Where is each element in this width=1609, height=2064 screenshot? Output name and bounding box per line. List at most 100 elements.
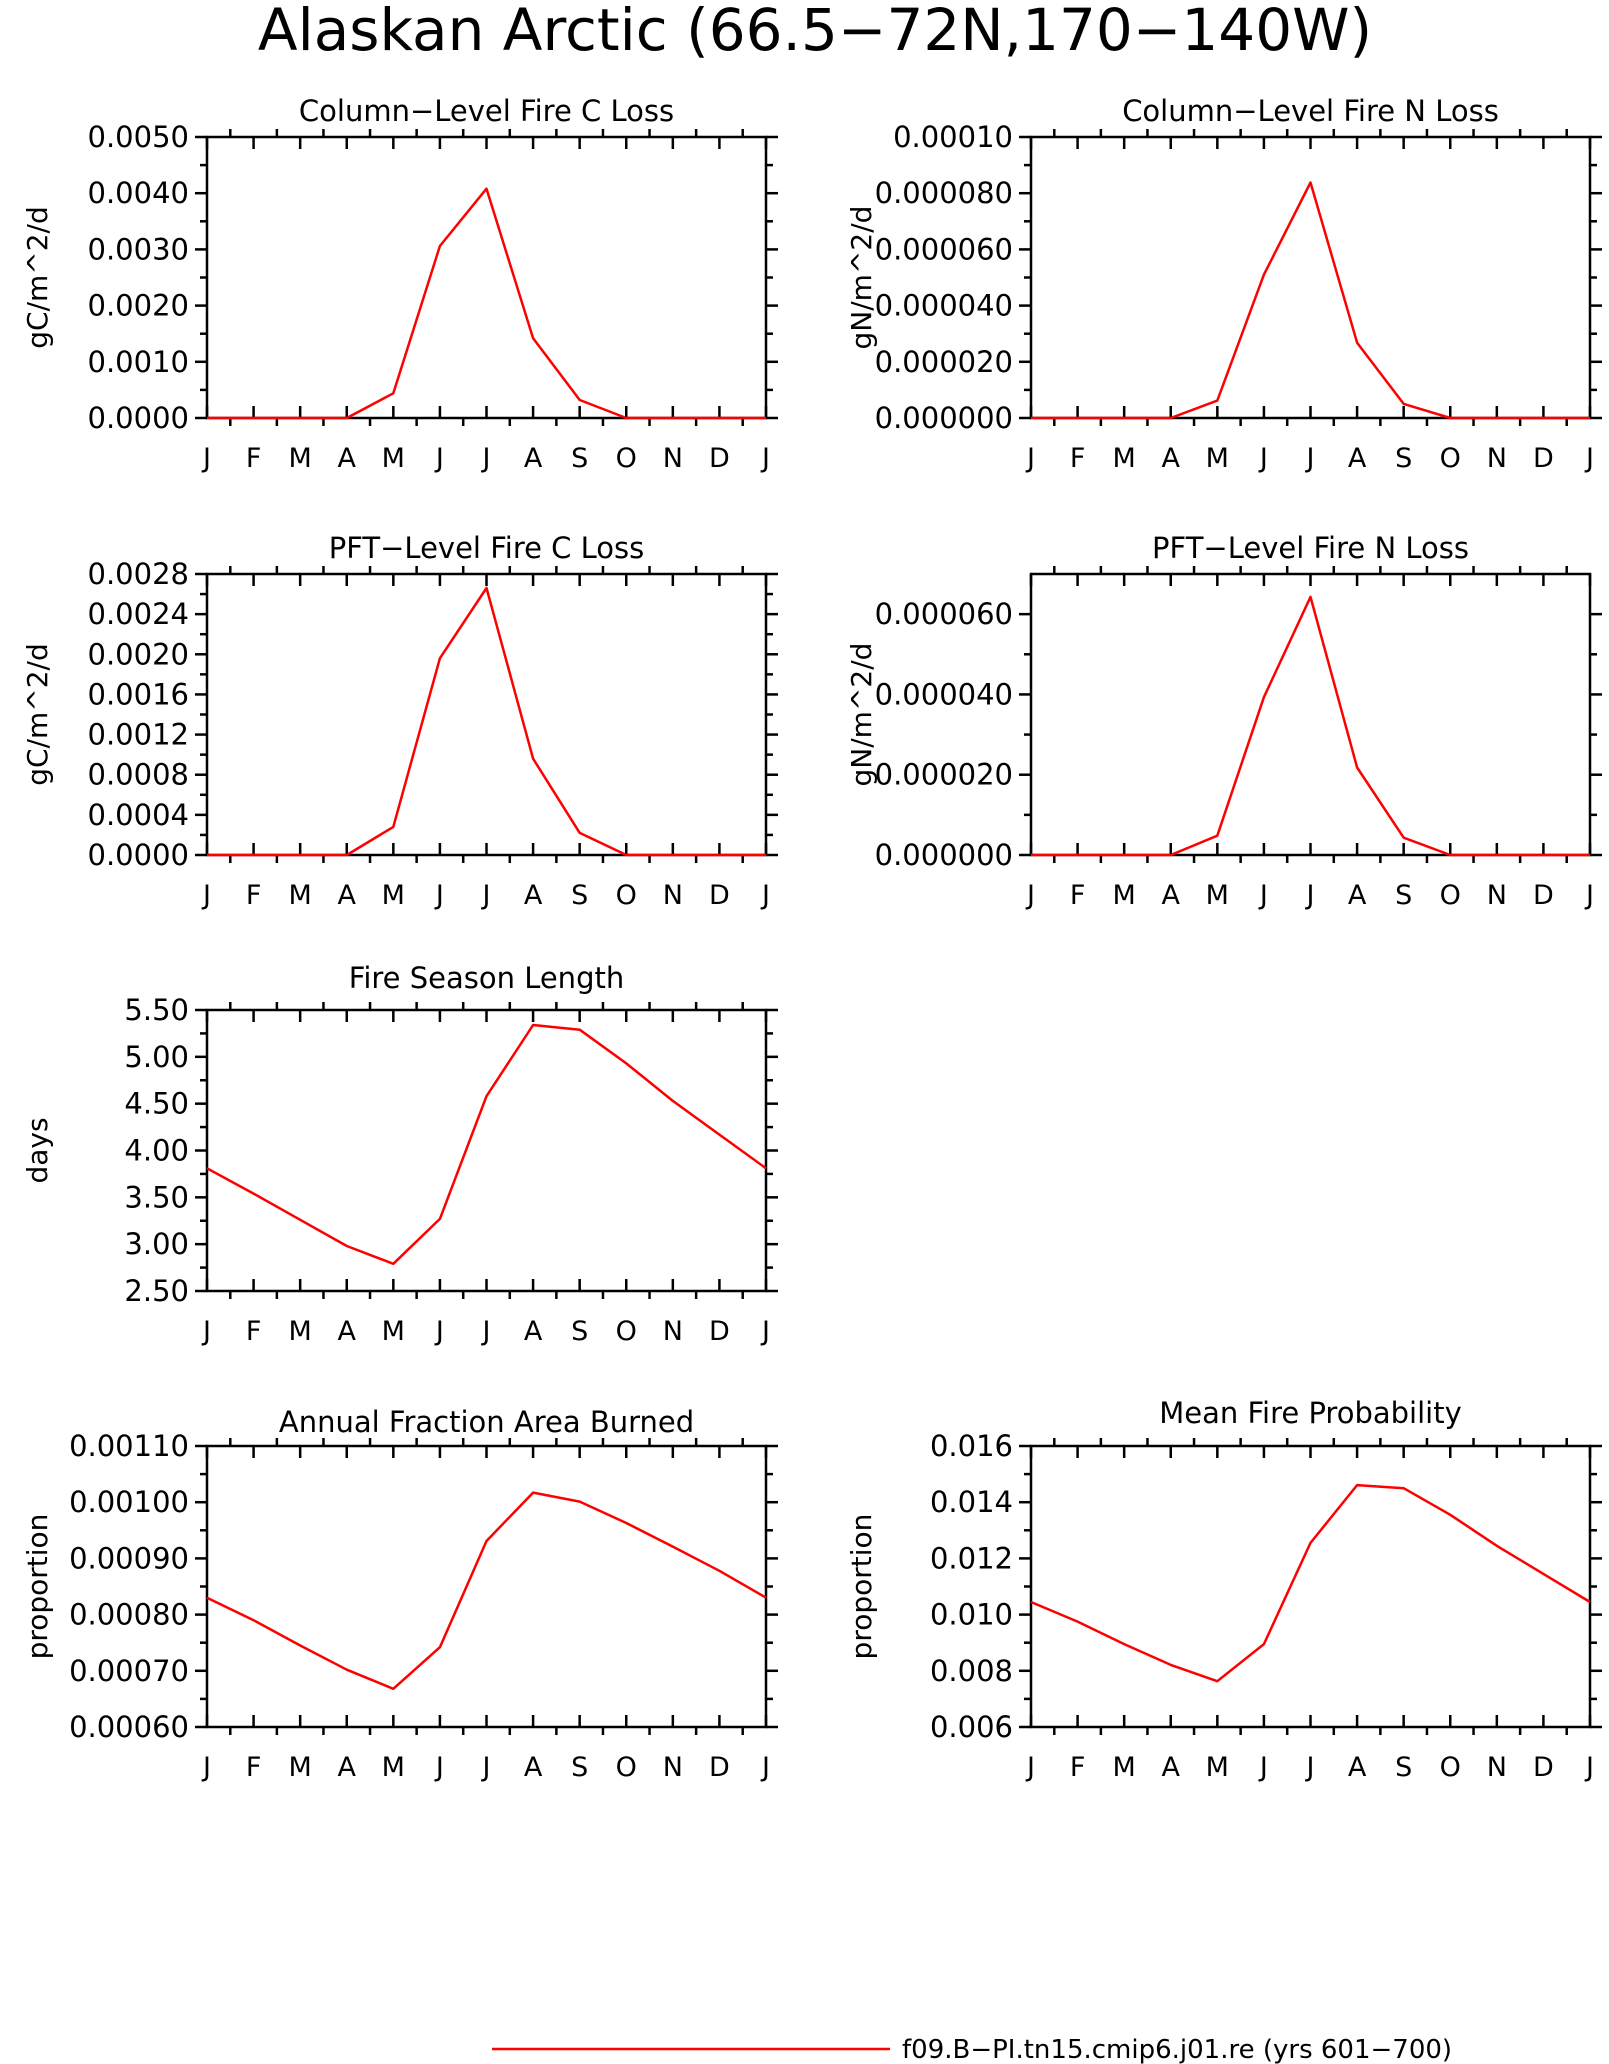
x-tick-label: J (201, 443, 211, 474)
x-tick-label: J (1305, 443, 1315, 474)
x-tick-label: A (524, 443, 543, 474)
legend-label: f09.B−PI.tn15.cmip6.j01.re (yrs 601−700) (902, 2035, 1452, 2064)
plot-frame (1029, 572, 1592, 857)
x-tick-label: O (616, 880, 637, 911)
x-tick-label: M (289, 1752, 312, 1783)
x-tick-label: S (571, 443, 588, 474)
x-tick-label: N (663, 443, 683, 474)
y-tick-label: 4.50 (124, 1087, 189, 1121)
x-tick-label: J (434, 443, 444, 474)
plot-frame (1029, 135, 1592, 420)
plot-frame (205, 1008, 768, 1293)
y-tick-label: 0.0028 (88, 557, 189, 591)
x-tick-label: A (338, 1752, 357, 1783)
y-axis-label: proportion (21, 1514, 54, 1660)
y-tick-label: 0.00060 (69, 1710, 189, 1744)
x-tick-label: N (1487, 880, 1507, 911)
y-tick-label: 4.00 (124, 1134, 189, 1168)
x-tick-label: M (382, 1752, 405, 1783)
x-tick-label: J (201, 880, 211, 911)
y-tick-label: 0.008 (930, 1654, 1013, 1688)
y-tick-label: 0.00070 (69, 1654, 189, 1688)
chart-title: Column−Level Fire N Loss (1122, 94, 1499, 128)
y-tick-label: 0.000080 (875, 176, 1013, 210)
y-tick-label: 0.000020 (875, 345, 1013, 379)
x-tick-label: J (481, 1752, 491, 1783)
y-tick-label: 0.010 (930, 1598, 1013, 1632)
x-tick-label: J (434, 1752, 444, 1783)
x-tick-label: F (1070, 443, 1086, 474)
figure-title: Alaskan Arctic (66.5−72N,170−140W) (258, 0, 1372, 64)
x-tick-label: F (1070, 1752, 1086, 1783)
y-tick-label: 3.00 (124, 1227, 189, 1261)
x-tick-label: M (382, 1316, 405, 1347)
x-tick-label: J (760, 1752, 770, 1783)
y-tick-label: 0.0040 (88, 176, 189, 210)
x-tick-label: J (434, 880, 444, 911)
series-line (207, 187, 766, 420)
x-tick-label: F (246, 1316, 262, 1347)
x-tick-label: M (289, 443, 312, 474)
series-line (206, 1023, 767, 1266)
x-tick-label: M (1113, 1752, 1136, 1783)
y-tick-label: 0.000020 (875, 758, 1013, 792)
x-tick-label: A (338, 1316, 357, 1347)
y-tick-label: 0.0000 (88, 838, 189, 872)
x-tick-label: J (481, 880, 491, 911)
x-tick-label: S (571, 880, 588, 911)
plot-frame (205, 135, 768, 420)
x-tick-label: J (1584, 443, 1594, 474)
x-tick-label: S (1395, 880, 1412, 911)
x-tick-label: J (760, 443, 770, 474)
x-tick-label: A (1162, 443, 1181, 474)
y-tick-label: 0.000000 (875, 838, 1013, 872)
y-tick-label: 0.0050 (88, 120, 189, 154)
y-tick-label: 0.000040 (875, 677, 1013, 711)
x-tick-label: A (1348, 880, 1367, 911)
x-tick-label: J (1584, 880, 1594, 911)
y-tick-label: 0.012 (930, 1541, 1013, 1575)
x-tick-label: S (1395, 1752, 1412, 1783)
x-tick-label: O (616, 1316, 637, 1347)
x-tick-label: N (663, 1752, 683, 1783)
x-tick-label: M (1206, 1752, 1229, 1783)
y-axis-label: gC/m^2/d (21, 206, 54, 349)
x-tick-label: S (571, 1752, 588, 1783)
y-axis-label: proportion (845, 1514, 878, 1660)
y-tick-label: 2.50 (124, 1274, 189, 1308)
y-tick-label: 0.0008 (88, 758, 189, 792)
x-tick-label: F (246, 880, 262, 911)
y-tick-label: 0.0024 (88, 597, 189, 631)
x-tick-label: J (1305, 880, 1315, 911)
chart-title: PFT−Level Fire N Loss (1152, 531, 1469, 565)
x-tick-label: J (481, 1316, 491, 1347)
y-tick-label: 0.0020 (88, 637, 189, 671)
y-axis-label: days (21, 1117, 54, 1183)
y-tick-label: 0.00010 (893, 120, 1013, 154)
x-tick-label: O (1440, 1752, 1461, 1783)
x-tick-label: A (338, 880, 357, 911)
plot-frame (1029, 1444, 1592, 1729)
x-tick-label: D (1533, 1752, 1554, 1783)
y-axis-label: gN/m^2/d (845, 643, 878, 787)
x-tick-label: A (1348, 443, 1367, 474)
chart-title: Annual Fraction Area Burned (279, 1405, 694, 1439)
x-tick-label: O (1440, 443, 1461, 474)
y-tick-label: 0.0010 (88, 345, 189, 379)
x-tick-label: M (289, 880, 312, 911)
x-tick-label: N (663, 1316, 683, 1347)
x-tick-label: A (524, 880, 543, 911)
series-line (206, 1491, 767, 1691)
x-tick-label: M (1113, 443, 1136, 474)
y-tick-label: 0.00080 (69, 1598, 189, 1632)
y-tick-label: 0.000000 (875, 401, 1013, 435)
x-tick-label: F (246, 1752, 262, 1783)
legend: f09.B−PI.tn15.cmip6.j01.re (yrs 601−700) (492, 2035, 1452, 2064)
y-tick-label: 0.000040 (875, 289, 1013, 323)
x-tick-label: M (289, 1316, 312, 1347)
x-tick-label: D (1533, 443, 1554, 474)
x-tick-label: D (709, 880, 730, 911)
x-tick-label: O (616, 1752, 637, 1783)
